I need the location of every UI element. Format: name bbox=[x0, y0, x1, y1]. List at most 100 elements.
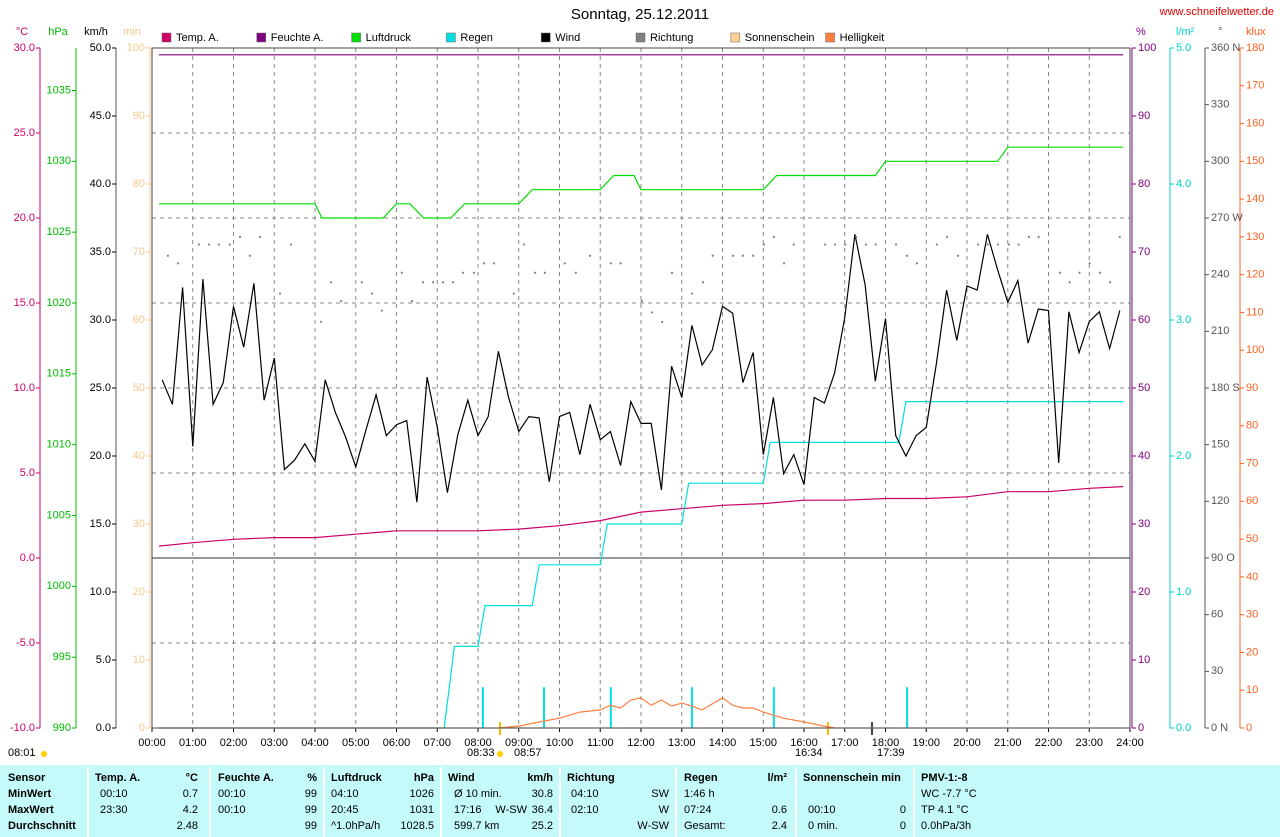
direction-dot bbox=[844, 243, 847, 246]
direction-dot bbox=[248, 254, 251, 257]
direction-dot bbox=[380, 309, 383, 312]
y-tick-label: 20.0 bbox=[90, 450, 111, 462]
x-tick-label: 00:00 bbox=[138, 737, 166, 749]
y-tick-label: 100 bbox=[1138, 42, 1156, 54]
table-cell: 0.6 bbox=[772, 804, 787, 816]
y-tick-label: 30.0 bbox=[14, 42, 35, 54]
table-header: Regen bbox=[684, 772, 718, 784]
row-label: MinWert bbox=[8, 788, 52, 800]
x-tick-label: 23:00 bbox=[1075, 737, 1103, 749]
y-tick-label: 100 bbox=[127, 42, 145, 54]
table-header: Richtung bbox=[567, 772, 615, 784]
series-line bbox=[158, 401, 1124, 729]
table-cell: 17:16 bbox=[454, 804, 482, 816]
x-tick-label: 22:00 bbox=[1035, 737, 1063, 749]
table-header: Sensor bbox=[8, 772, 46, 784]
legend-swatch bbox=[540, 32, 551, 43]
y-tick-label: 90 bbox=[1246, 382, 1258, 394]
axis-title: klux bbox=[1246, 26, 1266, 38]
y-tick-label: 160 bbox=[1246, 117, 1264, 129]
y-tick-label: 120 bbox=[1211, 495, 1229, 507]
y-tick-label: 30.0 bbox=[90, 314, 111, 326]
x-tick-label: 19:00 bbox=[912, 737, 940, 749]
direction-dot bbox=[915, 262, 918, 265]
table-cell: WC -7.7 °C bbox=[921, 788, 977, 800]
y-tick-label: 30 bbox=[133, 518, 145, 530]
direction-dot bbox=[1037, 235, 1040, 238]
y-tick-label: 110 bbox=[1246, 306, 1264, 318]
direction-dot bbox=[711, 254, 714, 257]
direction-dot bbox=[452, 281, 455, 284]
y-tick-label: 40 bbox=[133, 450, 145, 462]
y-tick-label: 360 N bbox=[1211, 42, 1240, 54]
direction-dot bbox=[483, 262, 486, 265]
y-tick-label: 90 O bbox=[1211, 552, 1235, 564]
table-header: l/m² bbox=[767, 772, 787, 784]
x-tick-label: 01:00 bbox=[179, 737, 207, 749]
table-header: Wind bbox=[448, 772, 475, 784]
direction-dot bbox=[588, 254, 592, 257]
direction-dot bbox=[176, 262, 180, 265]
table-cell: W-SW bbox=[495, 804, 527, 816]
x-tick-label: 20:00 bbox=[953, 737, 981, 749]
y-tick-label: 15.0 bbox=[14, 297, 35, 309]
direction-dot bbox=[762, 243, 766, 246]
direction-dot bbox=[792, 243, 795, 246]
y-tick-label: 100 bbox=[1246, 344, 1264, 356]
axis-title: l/m² bbox=[1176, 26, 1195, 38]
y-tick-label: 0 bbox=[139, 722, 145, 734]
y-tick-label: 10.0 bbox=[90, 586, 111, 598]
direction-dot bbox=[833, 243, 837, 246]
table-cell: 20:45 bbox=[331, 804, 359, 816]
direction-dot bbox=[400, 271, 403, 274]
x-tick-label: 10:00 bbox=[546, 737, 574, 749]
y-tick-label: 10.0 bbox=[14, 382, 35, 394]
y-tick-label: 0 N bbox=[1211, 722, 1228, 734]
y-tick-label: 240 bbox=[1211, 269, 1229, 281]
direction-dot bbox=[731, 254, 735, 257]
legend-label: Helligkeit bbox=[840, 32, 885, 44]
y-tick-label: 180 bbox=[1246, 42, 1264, 54]
table-cell: 00:10 bbox=[218, 788, 246, 800]
legend-label: Temp. A. bbox=[176, 32, 219, 44]
direction-dot bbox=[609, 262, 612, 265]
direction-dot bbox=[563, 262, 566, 265]
table-header: Temp. A. bbox=[95, 772, 140, 784]
y-tick-label: 0 bbox=[1246, 722, 1252, 734]
y-tick-label: 50.0 bbox=[90, 42, 111, 54]
direction-dot bbox=[935, 243, 938, 246]
table-cell: 2.4 bbox=[772, 820, 787, 832]
y-tick-label: 0.0 bbox=[20, 552, 35, 564]
table-cell: 1:46 h bbox=[684, 788, 715, 800]
table-header: °C bbox=[186, 772, 198, 784]
direction-dot bbox=[207, 243, 211, 246]
y-tick-label: 10 bbox=[1246, 684, 1258, 696]
table-background bbox=[0, 765, 1280, 837]
y-tick-label: 210 bbox=[1211, 325, 1229, 337]
x-tick-label: 14:00 bbox=[709, 737, 737, 749]
source-link[interactable]: www.schneifelwetter.de bbox=[1159, 6, 1274, 18]
direction-dot bbox=[945, 235, 949, 238]
y-tick-label: 330 bbox=[1211, 99, 1229, 111]
direction-dot bbox=[258, 235, 262, 238]
table-cell: 1026 bbox=[410, 788, 434, 800]
sun-time: 08:33 bbox=[467, 747, 495, 759]
direction-dot bbox=[461, 271, 465, 274]
legend-label: Luftdruck bbox=[366, 32, 412, 44]
y-tick-label: 170 bbox=[1246, 80, 1264, 92]
y-tick-label: 35.0 bbox=[90, 246, 111, 258]
y-tick-label: 20.0 bbox=[14, 212, 35, 224]
x-tick-label: 09:00 bbox=[505, 737, 533, 749]
y-tick-label: 70 bbox=[133, 246, 145, 258]
direction-dot bbox=[1017, 243, 1020, 246]
row-label: Durchschnitt bbox=[8, 820, 76, 832]
direction-dot bbox=[1027, 235, 1031, 238]
direction-dot bbox=[522, 243, 526, 246]
direction-dot bbox=[894, 243, 898, 246]
direction-dot bbox=[864, 243, 868, 246]
x-tick-label: 16:00 bbox=[790, 737, 818, 749]
direction-dot bbox=[874, 243, 877, 246]
x-tick-label: 17:00 bbox=[831, 737, 859, 749]
direction-dot bbox=[278, 292, 282, 295]
y-tick-label: 50 bbox=[133, 382, 145, 394]
